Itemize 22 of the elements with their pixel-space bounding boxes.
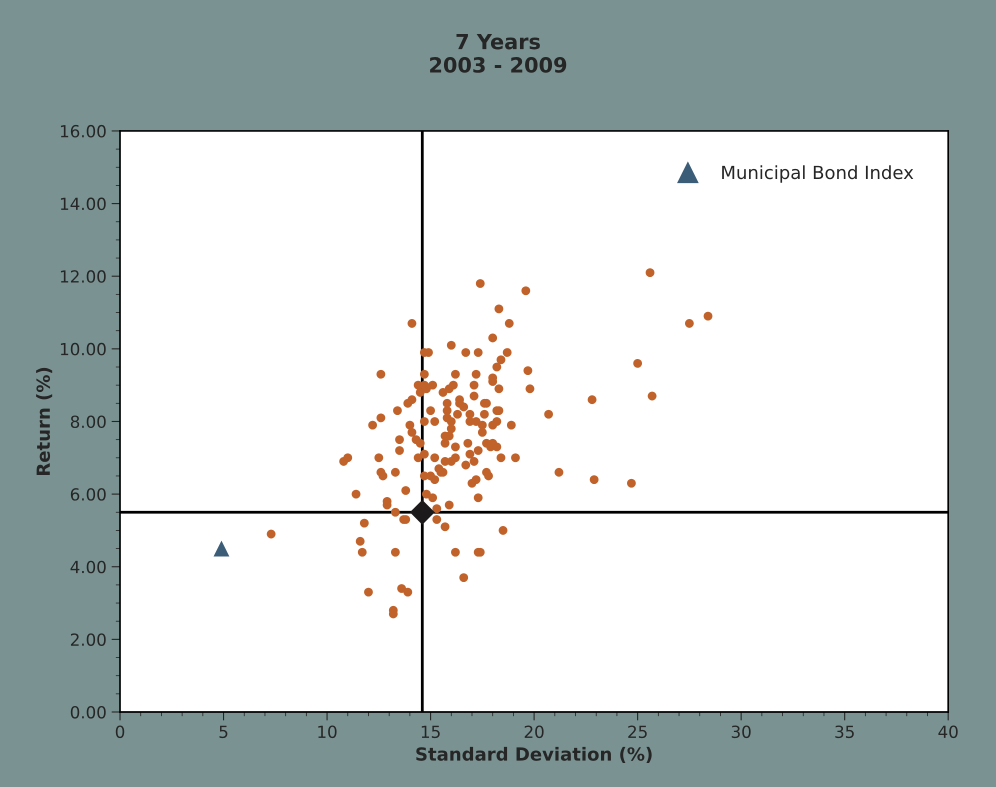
y-tick-label: 2.00 xyxy=(70,633,106,646)
x-tick-label: 35 xyxy=(835,725,854,738)
x-tick-label: 30 xyxy=(732,725,751,738)
y-tick-label: 6.00 xyxy=(70,488,106,501)
x-tick-label: 0 xyxy=(116,725,124,738)
y-tick-label: 10.00 xyxy=(60,342,106,356)
x-tick-label: 20 xyxy=(524,725,544,738)
chart-title: 7 Years 2003 - 2009 xyxy=(430,34,566,73)
y-tick-label: 16.00 xyxy=(60,124,106,138)
x-axis-title: Standard Deviation (%) xyxy=(416,746,652,763)
x-tick-label: 40 xyxy=(938,725,958,738)
y-axis-title: Return (%) xyxy=(36,368,52,475)
y-tick-label: 4.00 xyxy=(70,560,106,574)
y-tick-label: 14.00 xyxy=(60,198,106,210)
x-tick-label: 5 xyxy=(220,726,228,738)
legend-label: Municipal Bond Index xyxy=(722,165,914,183)
x-tick-label: 25 xyxy=(628,725,647,738)
y-tick-label: 8.00 xyxy=(70,415,106,428)
x-tick-label: 10 xyxy=(318,725,337,738)
y-tick-label: 0.00 xyxy=(70,706,106,719)
y-tick-label: 12.00 xyxy=(60,270,106,283)
x-tick-label: 15 xyxy=(422,726,440,738)
